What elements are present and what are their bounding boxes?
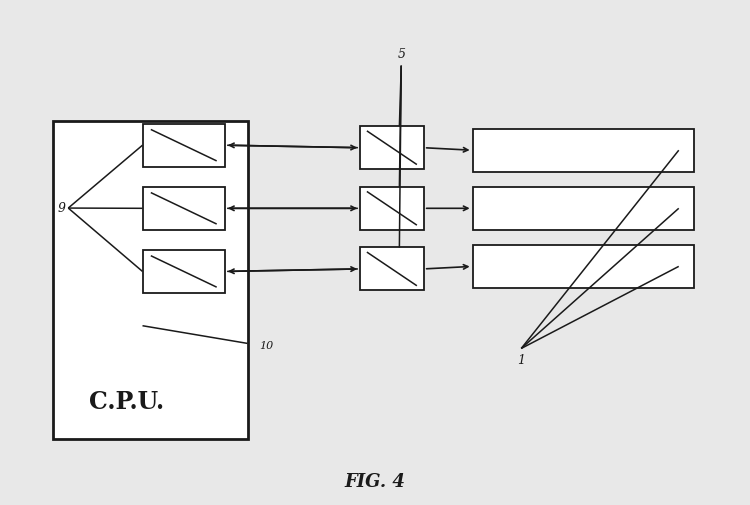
Bar: [360, 247, 424, 290]
Bar: [472, 129, 694, 172]
Bar: [142, 187, 225, 230]
Text: 10: 10: [259, 341, 273, 351]
Text: 1: 1: [518, 354, 525, 367]
Bar: [53, 121, 248, 439]
Bar: [142, 124, 225, 167]
Text: 9: 9: [58, 201, 66, 215]
Text: 5: 5: [398, 47, 405, 61]
Bar: [472, 245, 694, 288]
Bar: [142, 250, 225, 293]
Bar: [472, 187, 694, 230]
Bar: [360, 126, 424, 169]
Bar: [360, 187, 424, 230]
Text: FIG. 4: FIG. 4: [344, 473, 406, 491]
Text: C.P.U.: C.P.U.: [89, 390, 164, 414]
